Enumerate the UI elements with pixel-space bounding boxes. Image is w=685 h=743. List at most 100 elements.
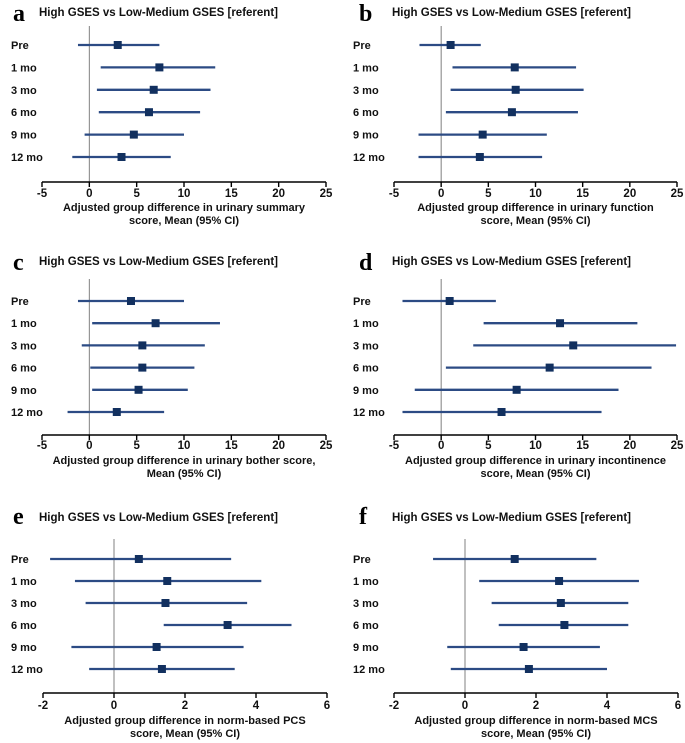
row-label: 9 mo [11,642,37,654]
row-label: 1 mo [353,62,379,74]
x-tick-label: 0 [86,188,92,200]
x-axis-label-line2: Mean (95% CI) [147,468,222,480]
panel-letter-d: d [359,250,373,276]
x-tick-label: 5 [485,188,492,200]
forest-plot-c: -5 0 5 10 15 20 25 Pre 1 mo 3 mo 6 mo 9 mo 12 mo Adju… [11,279,333,480]
mean-marker [157,665,166,673]
row-label: 9 mo [353,642,379,654]
x-tick-label: 0 [438,440,444,452]
mean-marker [445,297,454,305]
panel-title-c: High GSES vs Low-Medium GSES [referent] [39,256,278,268]
x-tick-label: 10 [178,440,191,452]
row-label: Pre [11,296,29,308]
mean-marker [138,363,147,372]
mean-marker [545,363,554,372]
x-axis-label-line2: score, Mean (95% CI) [129,215,239,227]
mean-marker [113,41,122,49]
row-label: 6 mo [11,107,37,119]
x-tick-label: 25 [320,188,333,200]
mean-marker [163,577,172,585]
row-label: 1 mo [11,576,37,588]
row-label: 1 mo [11,318,37,330]
mean-marker [134,555,143,563]
x-tick-label: -5 [37,440,48,452]
panel-b: b High GSES vs Low-Medium GSES [referent… [342,0,685,245]
row-label: 6 mo [353,107,379,119]
panel-letter-f: f [359,504,367,530]
x-tick-label: 25 [671,440,684,452]
x-tick-label: 6 [324,700,330,712]
mean-marker [556,599,565,607]
panel-a: a High GSES vs Low-Medium GSES [referent… [0,0,342,245]
x-tick-label: -2 [38,700,48,712]
mean-marker [129,130,138,139]
x-tick-label: -2 [389,700,399,712]
x-tick-label: 0 [438,188,444,200]
x-tick-label: 2 [533,700,539,712]
x-tick-label: -5 [389,440,400,452]
x-axis-label-line2: score, Mean (95% CI) [130,728,240,740]
mean-marker [510,63,519,72]
panel-letter-a: a [13,1,25,27]
mean-marker [560,621,569,629]
row-label: 9 mo [11,130,37,142]
x-tick-label: 10 [529,188,542,200]
mean-marker [497,408,506,416]
x-axis-label-line2: score, Mean (95% CI) [480,215,590,227]
row-label: Pre [353,296,371,308]
mean-marker [475,153,484,161]
row-label: 6 mo [353,620,379,632]
row-label: 9 mo [11,385,37,397]
mean-marker [144,108,153,117]
panel-letter-c: c [13,250,24,276]
x-tick-label: 15 [225,188,238,200]
row-label: 12 mo [11,664,43,676]
x-axis-label-line1: Adjusted group difference in norm-based … [414,715,657,727]
row-label: 1 mo [353,576,379,588]
x-tick-label: 4 [604,700,611,712]
row-label: 3 mo [353,85,379,97]
mean-marker [510,555,519,563]
x-tick-label: 25 [671,188,684,200]
row-label: 12 mo [353,407,385,419]
x-tick-label: 2 [182,700,188,712]
row-label: Pre [353,554,371,566]
row-label: 1 mo [11,62,37,74]
x-axis-label-line1: Adjusted group difference in norm-based … [64,715,305,727]
mean-marker [223,621,232,629]
row-label: 3 mo [11,85,37,97]
forest-plot-b: -5 0 5 10 15 20 25 Pre 1 mo 3 mo 6 mo 9 mo 12 mo Adju… [353,26,684,227]
panel-f: f High GSES vs Low-Medium GSES [referent… [342,495,685,743]
row-label: Pre [11,40,29,52]
row-label: 12 mo [11,407,43,419]
x-tick-label: 20 [272,440,285,452]
panel-title-f: High GSES vs Low-Medium GSES [referent] [392,512,631,524]
x-tick-label: 25 [320,440,333,452]
x-tick-label: 10 [178,188,191,200]
row-label: 12 mo [353,152,385,164]
row-label: 9 mo [353,130,379,142]
panel-title-d: High GSES vs Low-Medium GSES [referent] [392,256,631,268]
mean-marker [512,385,521,394]
x-tick-label: 0 [462,700,468,712]
row-label: Pre [353,40,371,52]
mean-marker [507,108,516,117]
mean-marker [152,643,161,651]
x-tick-label: 5 [133,188,140,200]
x-tick-label: -5 [37,188,48,200]
row-label: 6 mo [11,363,37,375]
row-label: 1 mo [353,318,379,330]
row-label: 9 mo [353,385,379,397]
x-tick-label: 15 [576,188,589,200]
mean-marker [134,385,143,394]
mean-marker [511,85,520,94]
x-tick-label: 15 [225,440,238,452]
x-tick-label: 15 [576,440,589,452]
row-label: 6 mo [353,363,379,375]
mean-marker [126,297,135,305]
panel-title-e: High GSES vs Low-Medium GSES [referent] [39,512,278,524]
mean-marker [112,408,121,416]
mean-marker [446,41,455,49]
panel-e: e High GSES vs Low-Medium GSES [referent… [0,495,342,743]
x-tick-label: 10 [529,440,542,452]
